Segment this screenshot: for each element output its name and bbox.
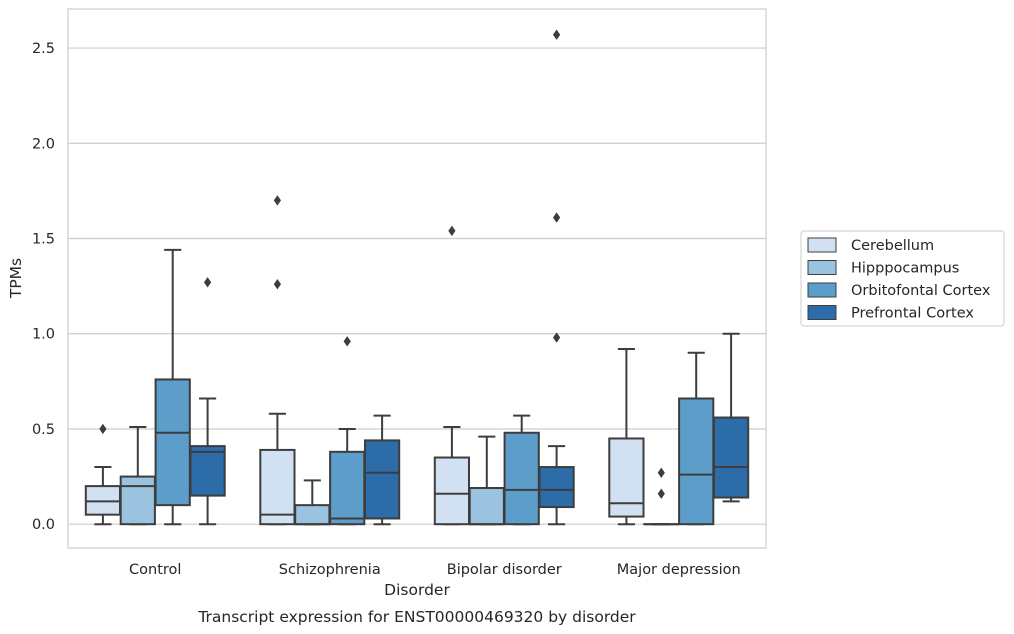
iqr-box bbox=[433, 456, 471, 526]
box-1-1 bbox=[294, 479, 331, 526]
y-axis-ticks: 0.0 0.5 1.0 1.5 2.0 2.5 bbox=[32, 41, 55, 533]
legend-swatch-1 bbox=[807, 260, 837, 275]
legend-swatch-0 bbox=[807, 237, 837, 253]
iqr-box bbox=[259, 448, 296, 526]
box-1-0 bbox=[119, 426, 156, 526]
box-3-2 bbox=[538, 29, 575, 526]
box-3-0 bbox=[189, 277, 226, 526]
iqr-box bbox=[329, 450, 366, 526]
iqr-box bbox=[363, 439, 401, 520]
y-tick-label-5: 2.5 bbox=[32, 41, 55, 57]
y-tick-label-3: 1.5 bbox=[32, 232, 55, 248]
box-0-0 bbox=[84, 423, 122, 526]
outlier-marker-0 bbox=[273, 279, 281, 290]
outlier-marker-0 bbox=[99, 423, 107, 435]
iqr-box bbox=[294, 504, 331, 526]
legend-label-1: Hipppocampus bbox=[851, 261, 959, 277]
iqr-box bbox=[538, 466, 575, 509]
x-axis-ticks: Control Schizophrenia Bipolar disorder Majo… bbox=[129, 562, 741, 578]
legend: Cerebellum Hipppocampus Orbitofontal Corte… bbox=[800, 230, 1005, 327]
box-3-3 bbox=[712, 332, 750, 503]
legend-swatch-3 bbox=[807, 305, 837, 320]
iqr-box bbox=[678, 397, 715, 526]
legend-swatch-2 bbox=[807, 282, 837, 298]
box-1-2 bbox=[468, 435, 505, 526]
chart-caption: Transcript expression for ENST0000046932… bbox=[197, 608, 636, 626]
box-1-3 bbox=[643, 467, 680, 526]
y-tick-label-4: 2.0 bbox=[32, 136, 55, 152]
outlier-marker-0 bbox=[553, 332, 561, 343]
box-2-3 bbox=[678, 351, 715, 526]
outlier-marker-0 bbox=[343, 336, 351, 347]
legend-label-2: Orbitofontal Cortex bbox=[851, 283, 991, 299]
legend-label-0: Cerebellum bbox=[851, 238, 934, 254]
x-axis-title: Disorder bbox=[384, 581, 450, 599]
legend-label-3: Prefrontal Cortex bbox=[851, 306, 974, 322]
outlier-marker-2 bbox=[553, 29, 561, 40]
y-tick-label-1: 0.5 bbox=[32, 422, 55, 438]
outlier-marker-1 bbox=[273, 195, 281, 206]
plot-area-frame bbox=[67, 8, 767, 549]
x-tick-label-1: Schizophrenia bbox=[279, 562, 381, 578]
legend-frame bbox=[800, 230, 1005, 327]
outlier-marker-0 bbox=[657, 488, 665, 499]
box-2-0 bbox=[154, 248, 191, 526]
iqr-box bbox=[608, 437, 645, 518]
boxes bbox=[84, 29, 750, 526]
box-0-2 bbox=[433, 225, 471, 526]
outlier-marker-0 bbox=[204, 277, 212, 288]
iqr-box bbox=[119, 475, 156, 526]
iqr-box bbox=[503, 431, 540, 526]
iqr-box bbox=[189, 445, 226, 497]
x-tick-label-0: Control bbox=[129, 562, 181, 578]
outlier-marker-0 bbox=[448, 225, 456, 237]
outlier-marker-1 bbox=[553, 212, 561, 223]
box-2-1 bbox=[329, 336, 366, 526]
iqr-box bbox=[154, 378, 191, 507]
box-0-3 bbox=[608, 347, 645, 526]
iqr-box bbox=[468, 487, 505, 526]
x-tick-label-2: Bipolar disorder bbox=[447, 562, 562, 578]
box-3-1 bbox=[363, 414, 401, 526]
y-axis-title: TPMs bbox=[7, 258, 25, 299]
iqr-box bbox=[712, 416, 750, 499]
box-0-1 bbox=[259, 195, 296, 526]
outlier-marker-1 bbox=[657, 467, 665, 478]
y-tick-label-2: 1.0 bbox=[32, 327, 55, 343]
box-2-2 bbox=[503, 414, 540, 526]
x-tick-label-3: Major depression bbox=[617, 562, 741, 578]
y-tick-label-0: 0.0 bbox=[32, 517, 55, 533]
